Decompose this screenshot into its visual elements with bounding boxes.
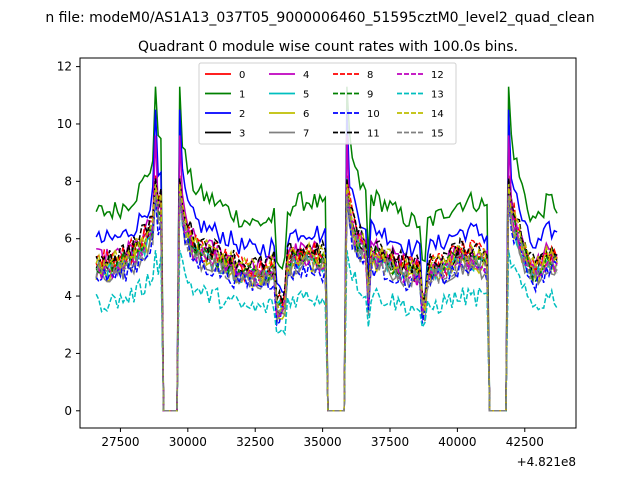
x-offset-label: +4.821e8 — [517, 455, 576, 469]
legend-label-10: 10 — [367, 109, 380, 120]
x-tick-label: 27500 — [101, 435, 139, 449]
chart-title: Quadrant 0 module wise count rates with … — [138, 39, 518, 55]
y-tick-label: 8 — [64, 174, 72, 188]
legend-label-12: 12 — [431, 70, 444, 81]
legend-label-0: 0 — [239, 70, 245, 81]
plot-frame — [79, 57, 577, 429]
legend-label-7: 7 — [303, 129, 309, 140]
x-tick-label: 30000 — [169, 435, 207, 449]
legend-label-14: 14 — [431, 109, 444, 120]
y-tick-label: 10 — [57, 117, 72, 131]
legend-label-11: 11 — [367, 129, 380, 140]
y-tick-label: 6 — [64, 232, 72, 246]
y-tick-label: 12 — [57, 60, 72, 74]
legend-label-6: 6 — [303, 109, 309, 120]
x-axis: 27500 30000 32500 35000 37500 40000 42500 — [101, 428, 544, 449]
legend-label-8: 8 — [367, 70, 373, 81]
y-tick-label: 2 — [64, 346, 72, 360]
series-layer — [95, 86, 558, 412]
legend-label-9: 9 — [367, 90, 373, 101]
y-axis: 0 2 4 6 8 10 12 — [57, 60, 80, 418]
y-tick-label: 0 — [64, 404, 72, 418]
x-tick-label: 42500 — [506, 435, 544, 449]
figure-suptitle: n file: modeM0/AS1A13_037T05_9000006460_… — [45, 10, 594, 26]
legend-label-15: 15 — [431, 129, 444, 140]
x-tick-label: 40000 — [438, 435, 476, 449]
legend-label-1: 1 — [239, 90, 245, 101]
legend-box — [198, 62, 457, 145]
x-tick-label: 37500 — [371, 435, 409, 449]
x-tick-label: 35000 — [304, 435, 342, 449]
legend-label-4: 4 — [303, 70, 309, 81]
series-line-15 — [95, 195, 558, 412]
y-tick-label: 4 — [64, 289, 72, 303]
x-tick-label: 32500 — [236, 435, 274, 449]
legend-label-3: 3 — [239, 129, 245, 140]
legend-label-2: 2 — [239, 109, 245, 120]
legend-label-13: 13 — [431, 90, 444, 101]
legend-label-5: 5 — [303, 90, 309, 101]
